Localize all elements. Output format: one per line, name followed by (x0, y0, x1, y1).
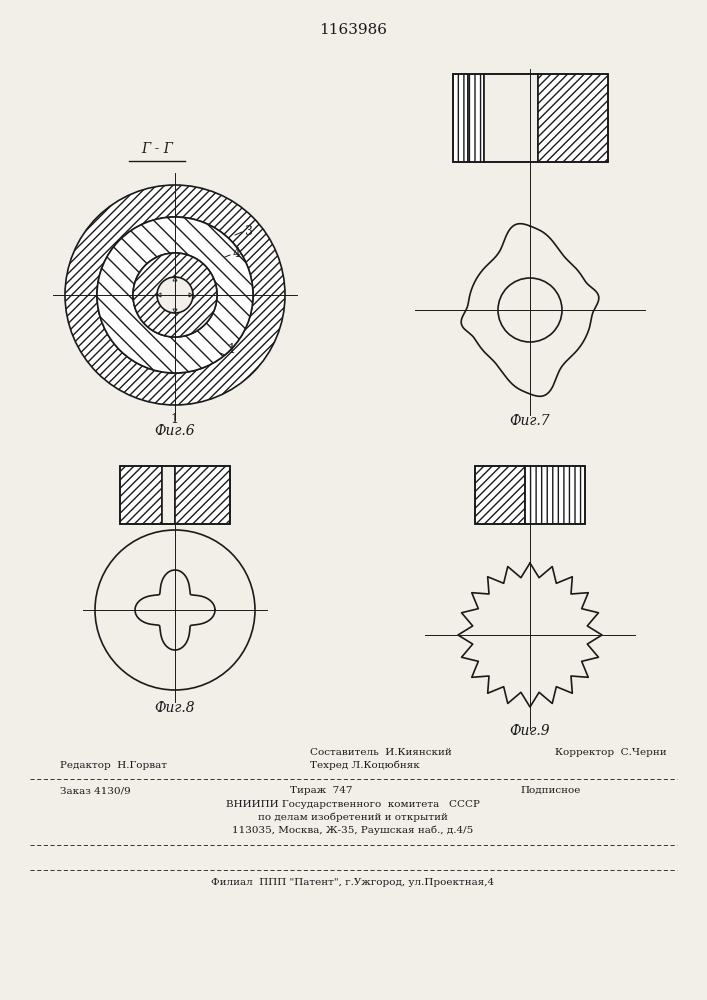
Text: 1163986: 1163986 (319, 23, 387, 37)
Circle shape (133, 253, 217, 337)
Bar (525, 466, 585, 524)
Text: 3: 3 (245, 225, 253, 238)
Circle shape (133, 253, 217, 337)
Text: Корректор  С.Черни: Корректор С.Черни (555, 748, 667, 757)
Text: Тираж  747: Тираж 747 (290, 786, 353, 795)
Text: Редактор  Н.Горват: Редактор Н.Горват (60, 761, 167, 770)
Bar (475, 466, 525, 524)
Text: Фиг.9: Фиг.9 (510, 724, 550, 738)
Text: Фиг.6: Фиг.6 (155, 424, 195, 438)
Bar (538, 74, 607, 162)
Text: 1: 1 (227, 343, 235, 356)
Bar (162, 466, 175, 524)
Text: Заказ 4130/9: Заказ 4130/9 (60, 786, 131, 795)
Circle shape (65, 185, 285, 405)
Circle shape (157, 277, 193, 313)
Text: Подписное: Подписное (520, 786, 580, 795)
Bar (484, 74, 538, 162)
Bar (452, 74, 468, 162)
Bar (175, 466, 230, 524)
Text: 1: 1 (170, 413, 178, 426)
Text: Филиал  ППП "Патент", г.Ужгород, ул.Проектная,4: Филиал ППП "Патент", г.Ужгород, ул.Проек… (211, 878, 495, 887)
Bar (475, 466, 585, 524)
Circle shape (97, 217, 253, 373)
Circle shape (97, 217, 253, 373)
Bar (468, 74, 484, 162)
Bar (120, 466, 162, 524)
Text: 113035, Москва, Ж-35, Раушская наб., д.4/5: 113035, Москва, Ж-35, Раушская наб., д.4… (233, 826, 474, 835)
Text: Фиг.8: Фиг.8 (155, 701, 195, 715)
Text: Г - Г: Г - Г (141, 142, 173, 156)
Bar (452, 74, 607, 162)
Text: по делам изобретений и открытий: по делам изобретений и открытий (258, 812, 448, 822)
Text: ВНИИПИ Государственного  комитета   СССР: ВНИИПИ Государственного комитета СССР (226, 800, 480, 809)
Text: 4: 4 (233, 247, 241, 260)
Bar (120, 466, 230, 524)
Text: Техред Л.Коцюбняк: Техред Л.Коцюбняк (310, 760, 420, 770)
Text: Составитель  И.Киянский: Составитель И.Киянский (310, 748, 452, 757)
Text: Фиг.7: Фиг.7 (510, 414, 550, 428)
